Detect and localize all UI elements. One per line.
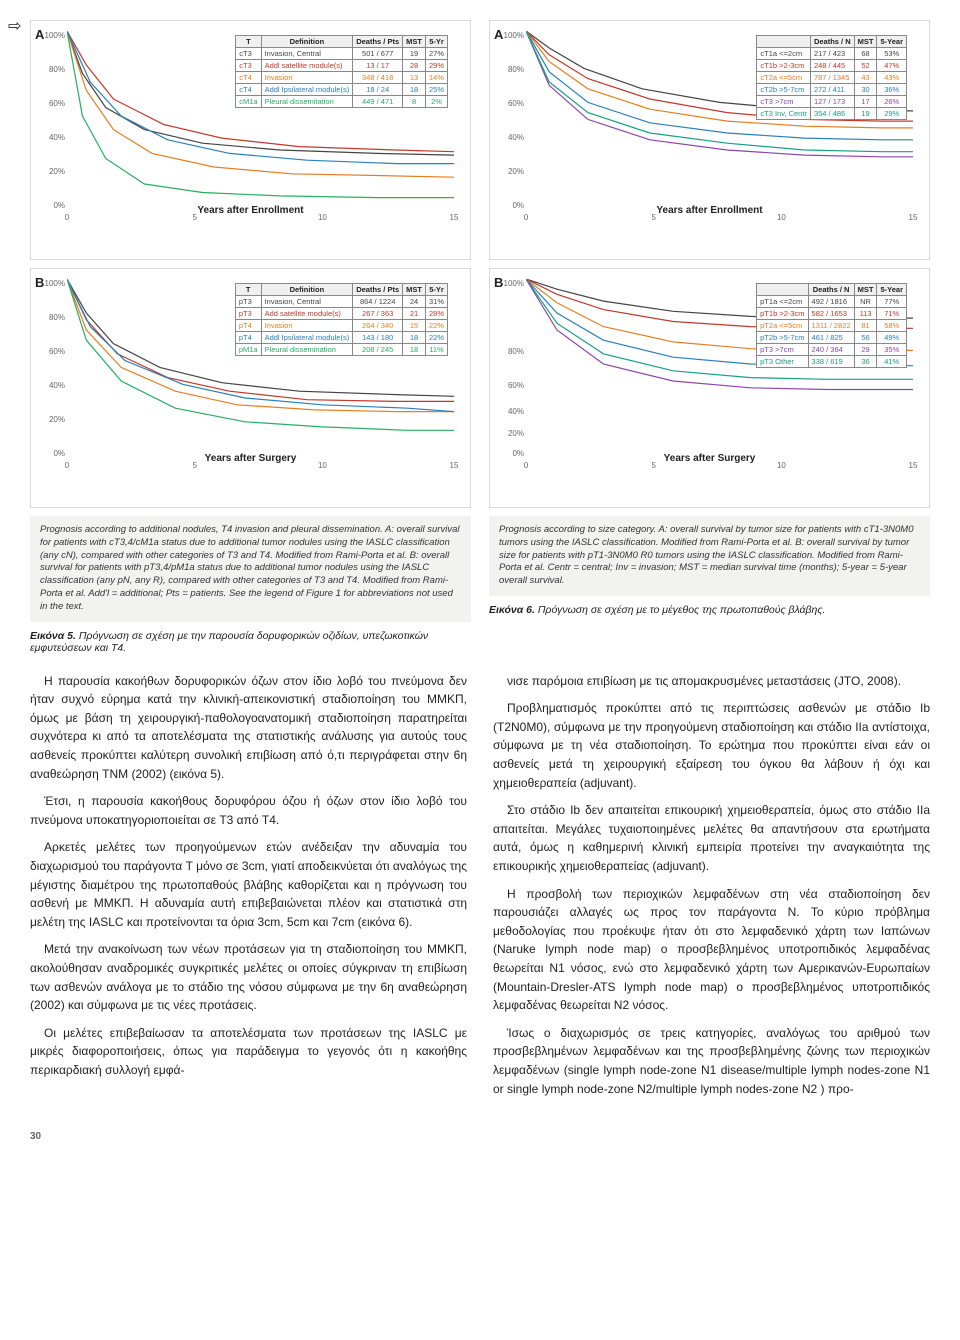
figures-row: ⇨ A 100%80%60%40%20%0% 051015 TDefinitio… (30, 20, 930, 654)
chart-area: 100%80%60%40%20%0% 051015 Deaths / NMST5… (526, 279, 913, 449)
fig6-panel-a: A 100%80%60%40%20%0% 051015 Deaths / NMS… (489, 20, 930, 260)
x-axis-label: Years after Surgery (496, 453, 923, 464)
data-table: Deaths / NMST5-YearpT1a <=2cm492 / 1816N… (756, 283, 907, 368)
fig6-panel-b: B 100%80%60%40%20%0% 051015 Deaths / NMS… (489, 268, 930, 508)
fig5-panel-b: B 100%80%60%40%20%0% 051015 TDefinitionD… (30, 268, 471, 508)
figure-caption: Prognosis according to additional nodule… (30, 516, 471, 622)
y-axis: 100%80%60%40%20%0% (41, 279, 67, 449)
data-table: Deaths / NMST5-YearcT1a <=2cm217 / 42368… (756, 35, 907, 120)
left-column: Η παρουσία κακοήθων δορυφορικών όζων στο… (30, 672, 467, 1107)
data-table: TDefinitionDeaths / PtsMST5-YrcT3Invasio… (235, 35, 448, 108)
right-column: νισε παρόμοια επιβίωση με τις απομακρυσμ… (493, 672, 930, 1107)
chart-area: 100%80%60%40%20%0% 051015 TDefinitionDea… (67, 31, 454, 201)
figure-title-text: Πρόγνωση σε σχέση με το μέγεθος της πρωτ… (535, 604, 825, 616)
y-axis: 100%80%60%40%20%0% (500, 31, 526, 201)
fig5-panel-a: A 100%80%60%40%20%0% 051015 TDefinitionD… (30, 20, 471, 260)
data-table: TDefinitionDeaths / PtsMST5-YrpT3Invasio… (235, 283, 448, 356)
figure-caption: Prognosis according to size category. A:… (489, 516, 930, 596)
figure-title: Εικόνα 5. Πρόγνωση σε σχέση με την παρου… (30, 630, 471, 654)
y-axis: 100%80%60%40%20%0% (500, 279, 526, 449)
figure-5: ⇨ A 100%80%60%40%20%0% 051015 TDefinitio… (30, 20, 471, 654)
figure-title-text: Πρόγνωση σε σχέση με την παρουσία δορυφο… (30, 630, 428, 654)
figure-number: Εικόνα 5. (30, 630, 76, 642)
chart-area: 100%80%60%40%20%0% 051015 Deaths / NMST5… (526, 31, 913, 201)
x-axis-label: Years after Enrollment (37, 205, 464, 216)
arrow-icon: ⇨ (8, 16, 21, 36)
figure-title: Εικόνα 6. Πρόγνωση σε σχέση με το μέγεθο… (489, 604, 930, 616)
figure-number: Εικόνα 6. (489, 604, 535, 616)
x-axis-label: Years after Enrollment (496, 205, 923, 216)
page-number: 30 (30, 1131, 930, 1142)
figure-6: A 100%80%60%40%20%0% 051015 Deaths / NMS… (489, 20, 930, 654)
chart-area: 100%80%60%40%20%0% 051015 TDefinitionDea… (67, 279, 454, 449)
x-axis-label: Years after Surgery (37, 453, 464, 464)
y-axis: 100%80%60%40%20%0% (41, 31, 67, 201)
body-text: Η παρουσία κακοήθων δορυφορικών όζων στο… (30, 672, 930, 1107)
